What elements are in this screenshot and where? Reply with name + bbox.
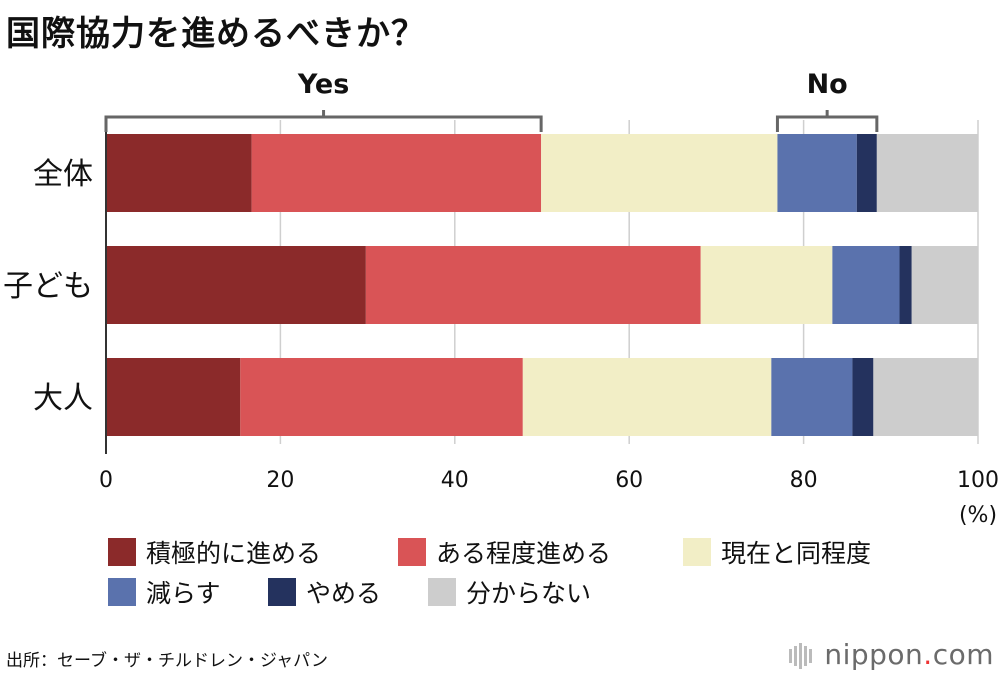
legend-swatch [683, 538, 711, 566]
bar-segment [777, 134, 857, 212]
brand-name: nippon [824, 638, 924, 671]
bar-segment [106, 358, 241, 436]
bar-segment [876, 134, 978, 212]
annotation-bracket [104, 115, 543, 132]
brand-logo: nippon.com [788, 638, 994, 671]
legend-label: やめる [306, 579, 382, 608]
legend-label: 減らす [146, 579, 221, 608]
bar-segment [700, 246, 833, 324]
bar-segment [240, 358, 523, 436]
x-tick-label: 60 [615, 468, 643, 493]
legend-label: 積極的に進める [146, 539, 322, 568]
annotation-label: Yes [297, 69, 349, 100]
legend-label: 現在と同程度 [721, 539, 872, 568]
bar-segment [899, 246, 912, 324]
legend-item: やめる [268, 574, 381, 610]
category-label: 大人 [33, 381, 93, 416]
x-tick-label: 40 [441, 468, 469, 493]
legend-label: ある程度進める [436, 539, 612, 568]
source-note: 出所：セーブ・ザ・チルドレン・ジャパン [6, 651, 328, 671]
legend-item: ある程度進める [398, 534, 611, 570]
legend-swatch [108, 538, 136, 566]
legend-item: 現在と同程度 [683, 534, 871, 570]
brand-mark-icon [789, 643, 813, 669]
annotation-bracket [775, 115, 879, 132]
legend-swatch [108, 578, 136, 606]
bar-segment [541, 134, 778, 212]
bar-segment [856, 134, 877, 212]
legend-swatch [268, 578, 296, 606]
bar-segment [522, 358, 772, 436]
brand-suffix: com [932, 638, 994, 671]
bar-segment [852, 358, 874, 436]
bar-segment [771, 358, 853, 436]
legend-item: 分からない [428, 574, 591, 610]
legend-item: 積極的に進める [108, 534, 321, 570]
bar-segment [106, 246, 366, 324]
x-tick-label: 80 [790, 468, 818, 493]
category-label: 全体 [33, 157, 93, 192]
brand-dot: . [923, 638, 933, 671]
x-unit-label: (%) [959, 503, 997, 528]
bar-segment [106, 134, 252, 212]
bar-segment [251, 134, 542, 212]
bar-segment [911, 246, 978, 324]
x-tick-label: 20 [266, 468, 294, 493]
bar-segment [832, 246, 900, 324]
legend-swatch [428, 578, 456, 606]
legend-swatch [398, 538, 426, 566]
annotation-label: No [807, 69, 848, 100]
legend-item: 減らす [108, 574, 221, 610]
x-tick-label: 100 [957, 468, 999, 493]
chart-title: 国際協力を進めるべきか？ [6, 14, 426, 54]
x-tick-label: 0 [99, 468, 113, 493]
category-label: 子ども [3, 269, 93, 304]
legend-label: 分からない [466, 579, 592, 608]
bar-segment [873, 358, 978, 436]
bar-segment [365, 246, 701, 324]
